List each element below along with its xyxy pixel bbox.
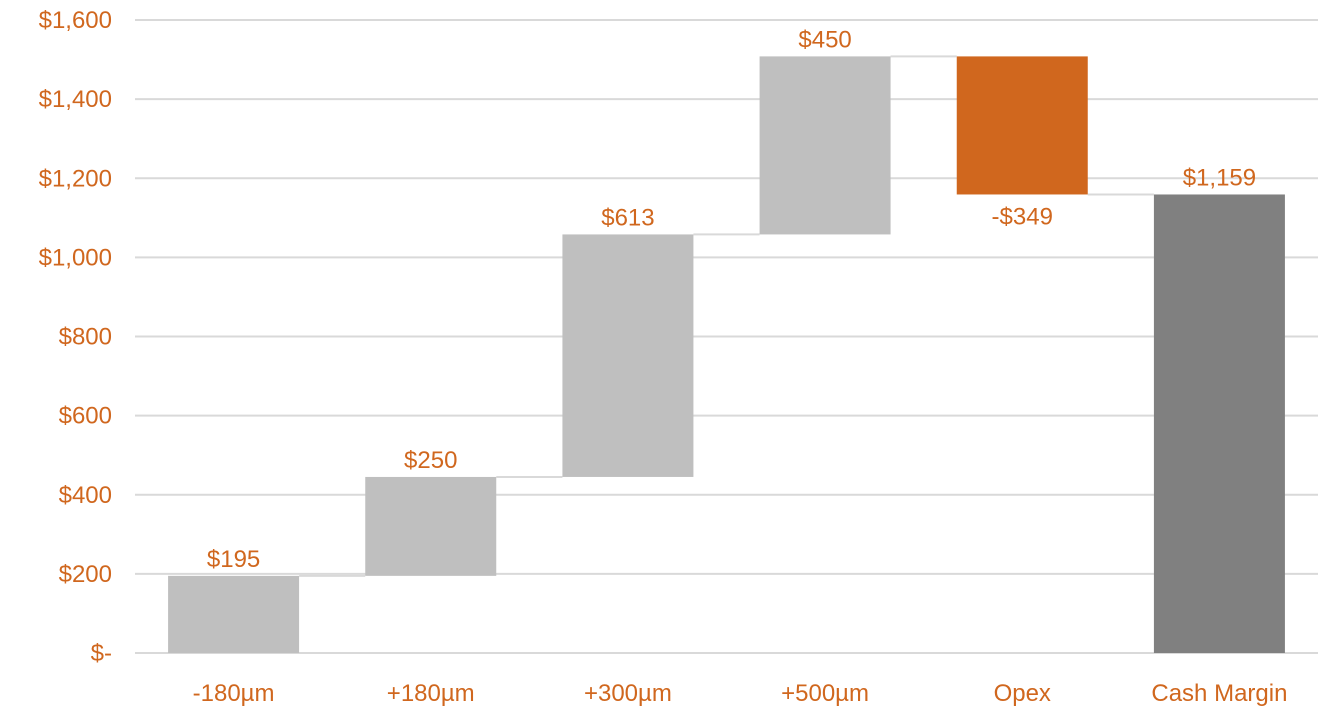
data-label: $613 (601, 204, 654, 231)
y-tick-label: $600 (59, 403, 112, 430)
x-tick-label: +300µm (584, 680, 672, 707)
x-tick-label: Opex (994, 680, 1051, 707)
bar-increase (168, 575, 300, 653)
bar-increase (562, 234, 694, 477)
data-label: -$349 (992, 203, 1053, 230)
y-tick-label: $- (91, 640, 112, 667)
data-label: $250 (404, 447, 457, 474)
y-tick-label: $1,000 (39, 244, 112, 271)
x-axis-tick-labels: -180µm +180µm +300µm +500µm Opex Cash Margin (193, 680, 1288, 707)
x-tick-label: +180µm (387, 680, 475, 707)
connector-lines (299, 55, 1154, 577)
data-labels: $195 $250 $613 $450 -$349 $1,159 (207, 26, 1256, 572)
y-tick-label: $400 (59, 482, 112, 509)
x-tick-label: -180µm (193, 680, 275, 707)
data-label: $450 (798, 26, 851, 53)
bar-total (1153, 194, 1285, 653)
bar-increase (759, 56, 891, 235)
y-tick-label: $1,200 (39, 165, 112, 192)
y-tick-label: $200 (59, 561, 112, 588)
gridlines (135, 19, 1318, 654)
bar-decrease (956, 56, 1088, 195)
data-label: $195 (207, 546, 260, 573)
data-label: $1,159 (1183, 164, 1256, 191)
bar-increase (365, 476, 497, 576)
x-tick-label: Cash Margin (1151, 680, 1287, 707)
y-tick-label: $800 (59, 324, 112, 351)
y-axis-tick-labels: $- $200 $400 $600 $800 $1,000 $1,200 $1,400 $1,6… (39, 7, 112, 667)
y-tick-label: $1,400 (39, 86, 112, 113)
bars (168, 56, 1285, 653)
x-tick-label: +500µm (781, 680, 869, 707)
y-tick-label: $1,600 (39, 7, 112, 34)
